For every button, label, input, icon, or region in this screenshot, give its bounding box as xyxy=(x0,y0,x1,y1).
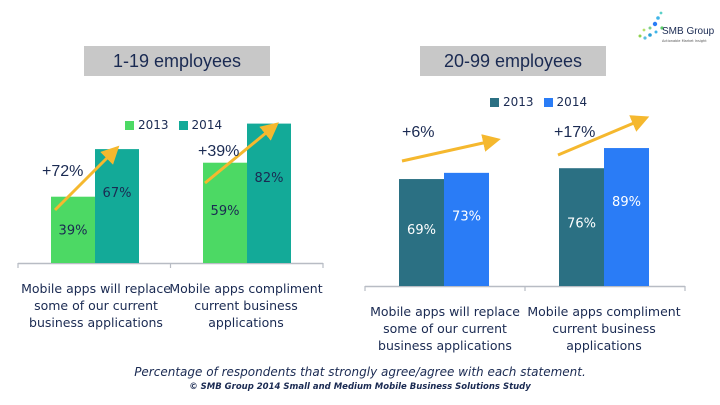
growth-annotation: +17% xyxy=(554,124,595,141)
category-label-line: business applications xyxy=(378,338,512,353)
legend-item-2013: 2013 xyxy=(490,95,534,109)
category-label-line: Mobile apps will replace xyxy=(370,304,520,319)
footer-caption: Percentage of respondents that strongly … xyxy=(134,365,586,379)
data-label: 76% xyxy=(567,217,596,232)
category-label-line: Mobile apps compliment xyxy=(169,281,323,296)
legend-swatch-2014 xyxy=(178,120,188,130)
bar-2013-1 xyxy=(559,168,604,286)
category-label-line: Mobile apps will replace xyxy=(21,281,171,296)
bar-2014-1 xyxy=(247,123,291,263)
smb-group-logo: SMB Group Actionable Market Insight xyxy=(636,8,716,48)
growth-arrow xyxy=(401,134,501,163)
bar-2013-0 xyxy=(399,179,444,286)
legend-label-2014: 2014 xyxy=(191,118,223,132)
growth-annotation: +39% xyxy=(198,143,239,160)
legend-swatch-2014 xyxy=(543,97,553,107)
legend-label-2014: 2014 xyxy=(556,95,588,109)
legend-item-2014: 2014 xyxy=(543,95,588,109)
growth-annotation: +72% xyxy=(42,163,83,180)
growth-arrow xyxy=(53,145,120,212)
legend-20-99: 2013 2014 xyxy=(490,95,593,109)
legend-item-2014: 2014 xyxy=(178,118,223,132)
growth-arrow xyxy=(557,115,650,157)
data-label: 82% xyxy=(255,171,284,186)
bar-2014-0 xyxy=(444,172,489,286)
category-label: Mobile apps compliment current business ap… xyxy=(166,280,326,331)
category-label: Mobile apps will replace some of our curr… xyxy=(16,280,176,331)
legend-item-2013: 2013 xyxy=(125,118,169,132)
category-label: Mobile apps compliment current business ap… xyxy=(524,303,684,354)
data-label: 59% xyxy=(211,204,240,219)
bar-2014-0 xyxy=(95,149,139,263)
legend-swatch-2013 xyxy=(490,97,499,107)
footer-source: © SMB Group 2014 Small and Medium Mobile… xyxy=(189,382,531,392)
growth-annotation: +6% xyxy=(402,124,434,141)
category-label-line: Mobile apps compliment xyxy=(527,304,681,319)
legend-label-2013: 2013 xyxy=(503,95,534,109)
legend-1-19: 2013 2014 xyxy=(125,118,228,132)
logo-tagline: Actionable Market Insight xyxy=(662,39,707,43)
category-label-line: applications xyxy=(208,315,284,330)
panel-title-20-99: 20-99 employees xyxy=(420,46,606,76)
data-label: 67% xyxy=(103,186,132,201)
category-label-line: some of our current xyxy=(34,298,158,313)
data-label: 39% xyxy=(59,224,88,239)
category-label-line: current business xyxy=(552,321,656,336)
category-label-line: business applications xyxy=(29,315,163,330)
category-label: Mobile apps will replace some of our curr… xyxy=(365,303,525,354)
logo-name: SMB Group xyxy=(662,26,715,37)
data-label: 89% xyxy=(612,195,641,210)
bar-2014-1 xyxy=(604,148,649,286)
panel-title-1-19: 1-19 employees xyxy=(84,46,270,76)
category-label-line: current business xyxy=(194,298,298,313)
legend-swatch-2013 xyxy=(125,120,134,130)
data-label: 73% xyxy=(452,209,481,224)
growth-arrow xyxy=(204,122,279,185)
logo-dots-icon xyxy=(638,11,664,40)
category-label-line: applications xyxy=(566,338,642,353)
legend-label-2013: 2013 xyxy=(138,118,169,132)
category-label-line: some of our current xyxy=(383,321,507,336)
data-label: 69% xyxy=(407,223,436,238)
